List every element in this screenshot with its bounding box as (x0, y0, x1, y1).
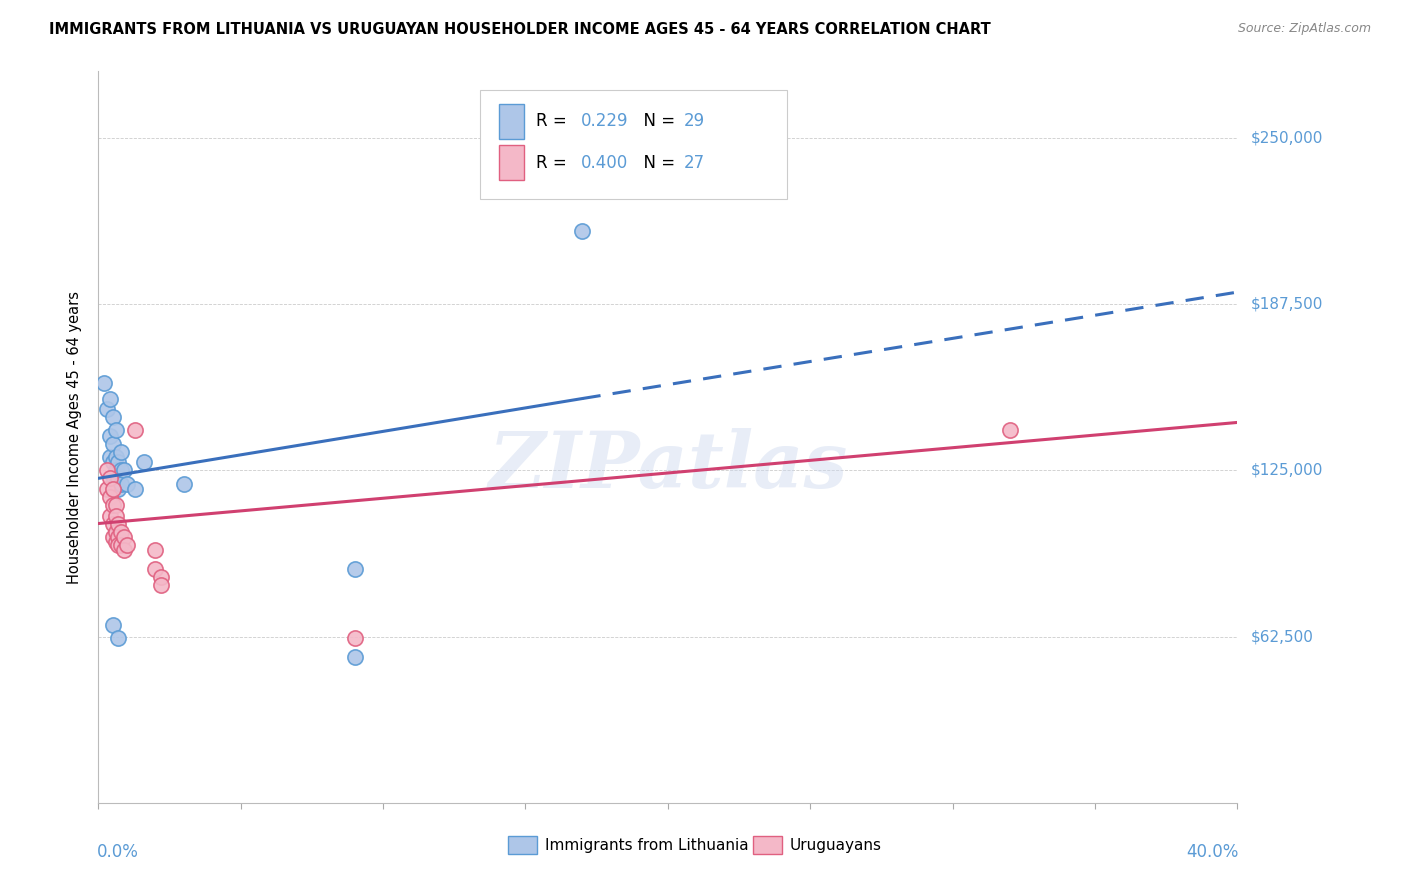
Point (115, 476, 138, 491)
Point (96, 402, 118, 417)
Point (104, 476, 127, 491)
Point (96, 463, 118, 477)
Point (112, 530, 135, 544)
Point (98, 490, 121, 504)
Text: ZIPatlas: ZIPatlas (488, 428, 848, 505)
Point (101, 482, 124, 496)
Point (112, 463, 135, 477)
Point (104, 463, 127, 477)
Text: 40.0%: 40.0% (1187, 843, 1239, 861)
Text: Immigrants from Lithuania: Immigrants from Lithuania (546, 838, 748, 853)
Point (110, 476, 132, 491)
Point (998, 424, 1021, 438)
Point (101, 530, 124, 544)
Point (96, 482, 118, 496)
Point (124, 482, 146, 496)
Text: N =: N = (633, 153, 675, 172)
Point (98, 429, 121, 443)
Point (104, 450, 127, 464)
Text: $62,500: $62,500 (1251, 629, 1315, 644)
Text: $125,000: $125,000 (1251, 463, 1323, 478)
Point (101, 516, 124, 531)
Point (107, 538, 129, 552)
Point (101, 436, 124, 450)
Point (98, 392, 121, 406)
FancyBboxPatch shape (509, 836, 537, 854)
Point (132, 455, 155, 469)
Point (98, 508, 121, 523)
Point (98, 471, 121, 485)
Text: 29: 29 (683, 112, 704, 130)
Point (110, 463, 132, 477)
Point (150, 570, 173, 584)
Point (107, 455, 129, 469)
Point (104, 508, 127, 523)
Point (145, 562, 167, 576)
FancyBboxPatch shape (479, 90, 787, 200)
Point (124, 424, 146, 438)
Point (150, 577, 173, 591)
Point (101, 468, 124, 483)
Point (110, 538, 132, 552)
Text: 27: 27 (683, 153, 704, 172)
Y-axis label: Householder Income Ages 45 - 64 years: Householder Income Ages 45 - 64 years (67, 291, 83, 583)
Point (93, 376, 115, 390)
Text: R =: R = (536, 153, 572, 172)
Point (104, 424, 127, 438)
Point (101, 617, 124, 632)
Point (173, 476, 195, 491)
Point (107, 631, 129, 645)
Point (145, 543, 167, 558)
FancyBboxPatch shape (499, 145, 524, 180)
Text: IMMIGRANTS FROM LITHUANIA VS URUGUAYAN HOUSEHOLDER INCOME AGES 45 - 64 YEARS COR: IMMIGRANTS FROM LITHUANIA VS URUGUAYAN H… (49, 22, 991, 37)
Point (110, 444, 132, 458)
FancyBboxPatch shape (754, 836, 782, 854)
Text: 0.400: 0.400 (581, 153, 628, 172)
Point (343, 649, 366, 664)
Point (107, 530, 129, 544)
Point (343, 562, 366, 576)
Point (101, 410, 124, 425)
Text: Uruguayans: Uruguayans (790, 838, 882, 853)
Point (343, 631, 366, 645)
Point (110, 524, 132, 539)
Point (101, 455, 124, 469)
Point (107, 471, 129, 485)
Point (104, 535, 127, 549)
Text: 0.229: 0.229 (581, 112, 628, 130)
Point (101, 498, 124, 512)
Point (98, 450, 121, 464)
FancyBboxPatch shape (499, 103, 524, 138)
Point (112, 543, 135, 558)
Point (104, 498, 127, 512)
Point (115, 538, 138, 552)
Text: R =: R = (536, 112, 572, 130)
Point (104, 524, 127, 539)
Point (107, 516, 129, 531)
Text: 0.0%: 0.0% (97, 843, 139, 861)
Text: $250,000: $250,000 (1251, 130, 1323, 145)
Text: N =: N = (633, 112, 675, 130)
Point (571, 224, 593, 238)
Text: Source: ZipAtlas.com: Source: ZipAtlas.com (1237, 22, 1371, 36)
Point (107, 482, 129, 496)
Text: $187,500: $187,500 (1251, 297, 1323, 311)
